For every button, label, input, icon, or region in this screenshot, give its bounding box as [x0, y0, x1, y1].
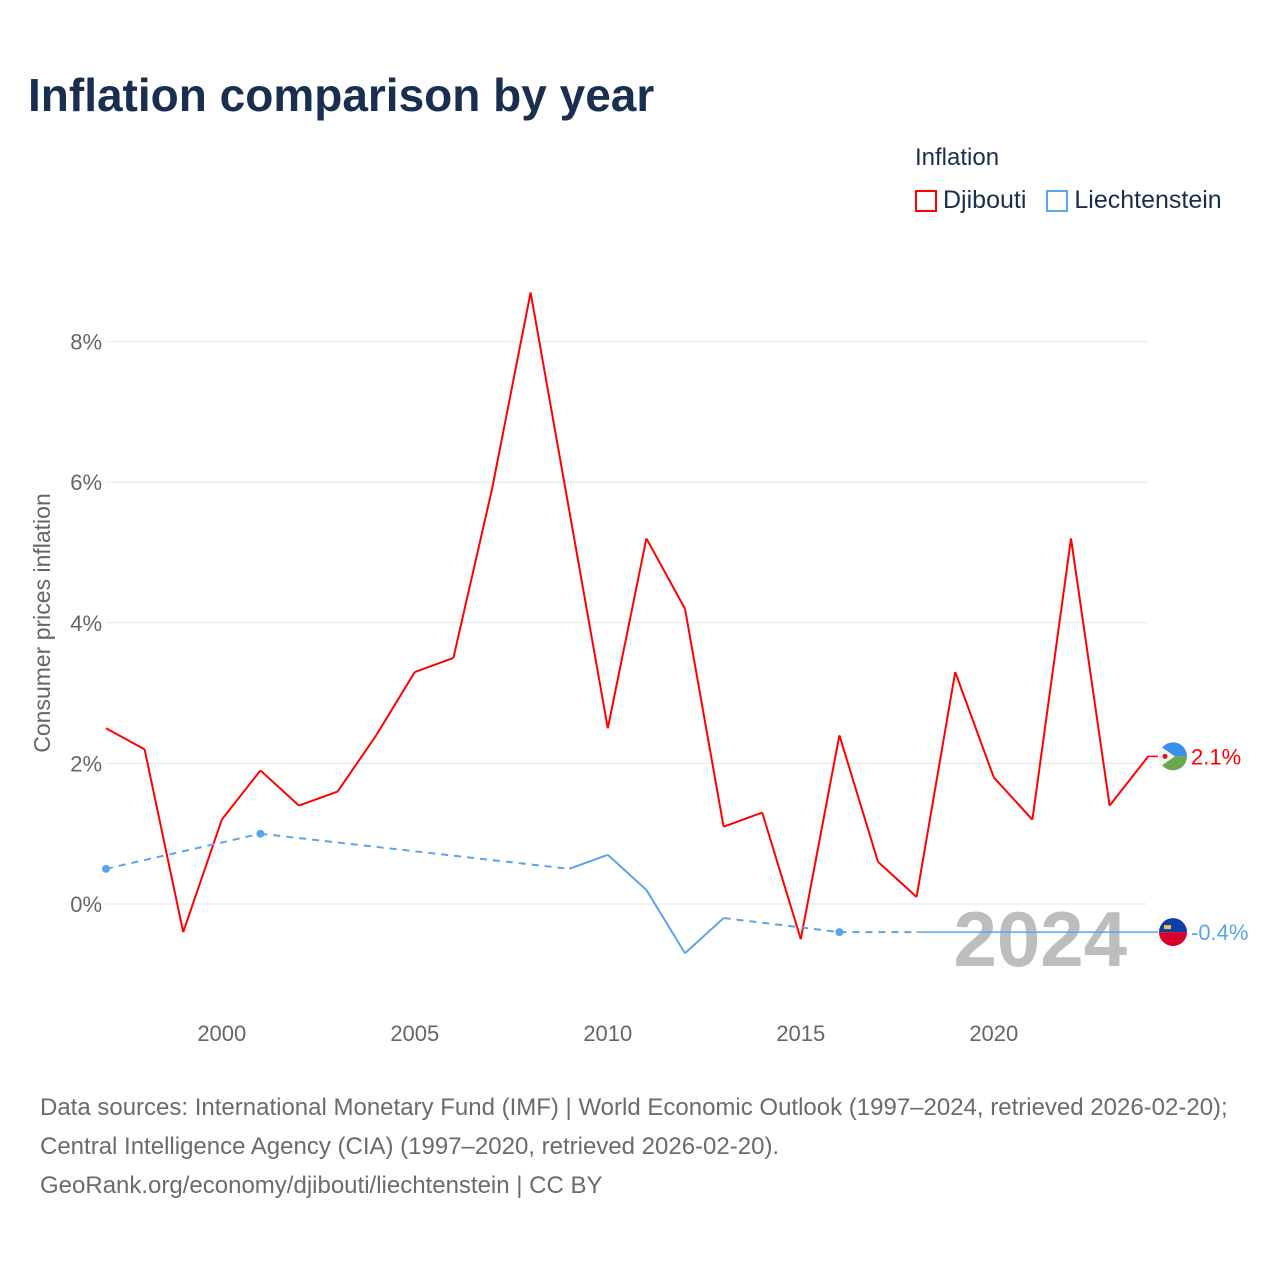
series-segment-djibouti	[993, 776, 1034, 821]
series-segment-djibouti	[915, 671, 957, 898]
series-segment-liechtenstein	[607, 854, 648, 891]
series-segment-djibouti	[1070, 538, 1111, 806]
series-segment-djibouti	[375, 671, 416, 736]
y-tick-label: 8%	[70, 330, 102, 355]
series-segment-djibouti	[105, 727, 146, 751]
source-note: Data sources: International Monetary Fun…	[40, 1088, 1250, 1205]
series-segment-liechtenstein	[723, 917, 840, 934]
legend-title: Inflation	[915, 144, 1000, 171]
flag-star-icon	[1162, 753, 1168, 759]
series-segment-liechtenstein	[260, 832, 570, 870]
series-segment-djibouti	[954, 671, 995, 778]
series-segment-djibouti	[182, 819, 223, 933]
series-segment-djibouti	[1108, 755, 1149, 807]
data-point-liechtenstein	[256, 829, 265, 838]
series-segment-djibouti	[221, 769, 262, 821]
source-link[interactable]: GeoRank.org/economy/djibouti/liechtenste…	[40, 1172, 603, 1199]
series-segment-liechtenstein	[568, 853, 609, 870]
series-segment-djibouti	[606, 538, 648, 729]
series-segment-liechtenstein	[105, 832, 261, 870]
y-tick-label: 4%	[70, 611, 102, 636]
y-tick-label: 0%	[70, 892, 102, 917]
year-watermark: 2024	[953, 895, 1127, 983]
series-segment-djibouti	[452, 489, 493, 659]
source-text: Data sources: International Monetary Fun…	[40, 1094, 1228, 1160]
data-point-liechtenstein	[835, 928, 844, 937]
series-segment-djibouti	[723, 811, 763, 828]
series-segment-djibouti	[529, 292, 571, 511]
end-value-label-liechtenstein: -0.4%	[1191, 920, 1248, 945]
flag-crown-icon	[1164, 925, 1171, 930]
x-tick-label: 2020	[969, 1021, 1018, 1046]
series-segment-djibouti	[259, 769, 300, 807]
series-segment-liechtenstein	[684, 917, 725, 954]
series-segment-liechtenstein	[645, 889, 686, 954]
y-tick-label: 2%	[70, 751, 102, 776]
legend-item-liechtenstein[interactable]: Liechtenstein	[1046, 186, 1222, 215]
data-point-liechtenstein	[102, 864, 110, 873]
series-segment-djibouti	[491, 292, 532, 490]
legend: Djibouti Liechtenstein	[915, 186, 1222, 215]
series-segment-djibouti	[838, 734, 879, 863]
legend-swatch-djibouti	[915, 189, 937, 212]
flag-liechtenstein-icon	[1159, 932, 1187, 947]
chart-title: Inflation comparison by year	[28, 69, 655, 121]
x-tick-label: 2015	[776, 1021, 825, 1046]
legend-swatch-liechtenstein	[1046, 189, 1069, 212]
legend-item-djibouti[interactable]: Djibouti	[915, 186, 1026, 215]
series-segment-djibouti	[298, 790, 338, 807]
series-segment-djibouti	[799, 735, 841, 940]
x-tick-label: 2005	[390, 1021, 439, 1046]
series-segment-djibouti	[568, 510, 609, 729]
series-segment-djibouti	[143, 749, 185, 933]
y-tick-label: 6%	[70, 470, 102, 495]
series-segment-djibouti	[336, 734, 378, 793]
legend-label: Djibouti	[943, 186, 1027, 214]
x-tick-label: 2010	[583, 1021, 632, 1046]
series-segment-djibouti	[645, 537, 686, 610]
end-value-label-djibouti: 2.1%	[1191, 744, 1241, 769]
series-segment-djibouti	[761, 812, 802, 940]
x-tick-label: 2000	[197, 1021, 246, 1046]
series-segment-djibouti	[684, 608, 725, 827]
series-segment-djibouti	[877, 861, 918, 898]
series-segment-djibouti	[1031, 538, 1072, 820]
legend-label: Liechtenstein	[1074, 186, 1222, 214]
series-segment-djibouti	[414, 657, 454, 673]
y-axis-title: Consumer prices inflation	[29, 493, 55, 753]
flag-liechtenstein-icon	[1159, 918, 1187, 933]
